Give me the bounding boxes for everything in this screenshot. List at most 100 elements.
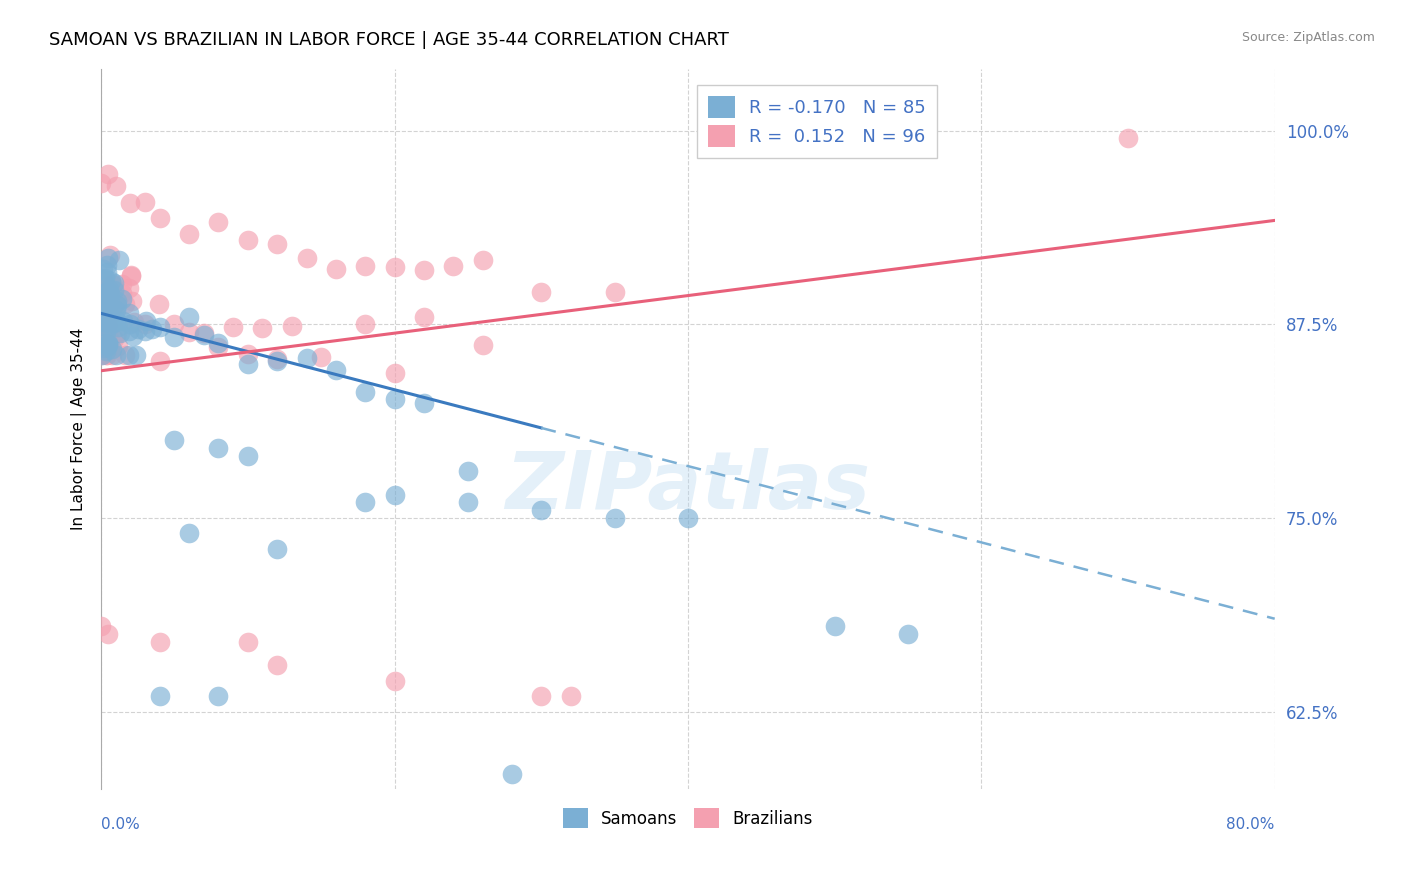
Samoans	[98, 301, 121, 315]
Brazilians	[1116, 131, 1139, 145]
Samoans	[193, 328, 215, 343]
Samoans	[121, 328, 143, 343]
Brazilians	[412, 262, 434, 277]
Brazilians	[149, 211, 172, 226]
Samoans	[97, 335, 120, 350]
Samoans	[236, 357, 259, 371]
Samoans	[108, 253, 131, 268]
Samoans	[93, 285, 115, 300]
Brazilians	[100, 277, 122, 291]
Brazilians	[266, 352, 288, 367]
Samoans	[98, 318, 121, 332]
Samoans	[295, 351, 318, 365]
Samoans	[90, 312, 112, 326]
Samoans	[118, 348, 141, 362]
Samoans	[97, 337, 120, 351]
Brazilians	[90, 292, 112, 306]
Samoans	[97, 308, 120, 322]
Brazilians	[530, 285, 553, 299]
Samoans	[105, 302, 128, 317]
Brazilians	[354, 259, 377, 273]
Samoans	[96, 343, 118, 358]
Samoans	[103, 276, 125, 290]
Samoans	[97, 285, 120, 300]
Brazilians	[295, 252, 318, 266]
Samoans	[97, 252, 120, 266]
Brazilians	[98, 301, 121, 316]
Brazilians	[471, 338, 494, 352]
Samoans	[149, 319, 172, 334]
Brazilians	[96, 348, 118, 362]
Samoans	[93, 315, 115, 329]
Samoans	[141, 322, 163, 336]
Samoans	[125, 348, 148, 362]
Samoans	[412, 396, 434, 410]
Y-axis label: In Labor Force | Age 35-44: In Labor Force | Age 35-44	[72, 327, 87, 530]
Samoans	[149, 690, 172, 704]
Brazilians	[207, 215, 229, 229]
Brazilians	[354, 318, 377, 332]
Samoans	[100, 287, 122, 301]
Brazilians	[90, 297, 112, 311]
Samoans	[98, 287, 121, 301]
Brazilians	[94, 286, 117, 301]
Brazilians	[105, 326, 128, 340]
Samoans	[103, 283, 125, 297]
Brazilians	[120, 268, 142, 282]
Brazilians	[441, 259, 464, 273]
Brazilians	[93, 326, 115, 341]
Brazilians	[96, 283, 118, 297]
Brazilians	[266, 658, 288, 673]
Samoans	[94, 299, 117, 313]
Samoans	[103, 316, 125, 330]
Text: 80.0%: 80.0%	[1226, 817, 1275, 832]
Samoans	[111, 292, 134, 306]
Samoans	[266, 354, 288, 368]
Brazilians	[107, 339, 129, 353]
Samoans	[110, 326, 132, 341]
Brazilians	[384, 260, 406, 275]
Samoans	[96, 326, 118, 340]
Brazilians	[179, 227, 201, 241]
Brazilians	[94, 314, 117, 328]
Samoans	[266, 541, 288, 556]
Samoans	[179, 310, 201, 325]
Brazilians	[149, 635, 172, 649]
Samoans	[824, 619, 846, 633]
Samoans	[207, 690, 229, 704]
Brazilians	[111, 277, 134, 291]
Samoans	[107, 320, 129, 334]
Brazilians	[97, 318, 120, 332]
Brazilians	[90, 348, 112, 362]
Samoans	[135, 314, 157, 328]
Samoans	[94, 336, 117, 351]
Brazilians	[266, 236, 288, 251]
Samoans	[134, 325, 156, 339]
Samoans	[96, 265, 118, 279]
Samoans	[530, 503, 553, 517]
Brazilians	[97, 285, 120, 300]
Samoans	[91, 348, 114, 362]
Samoans	[120, 317, 142, 331]
Brazilians	[603, 285, 626, 300]
Brazilians	[90, 310, 112, 324]
Brazilians	[98, 248, 121, 262]
Brazilians	[97, 627, 120, 641]
Brazilians	[94, 304, 117, 318]
Samoans	[354, 495, 377, 509]
Brazilians	[193, 326, 215, 340]
Samoans	[97, 315, 120, 329]
Brazilians	[325, 261, 347, 276]
Samoans	[91, 299, 114, 313]
Brazilians	[96, 320, 118, 334]
Samoans	[91, 262, 114, 277]
Brazilians	[114, 348, 136, 362]
Samoans	[105, 294, 128, 309]
Samoans	[384, 488, 406, 502]
Brazilians	[530, 690, 553, 704]
Brazilians	[118, 281, 141, 295]
Brazilians	[120, 268, 142, 283]
Samoans	[676, 511, 699, 525]
Samoans	[127, 322, 149, 336]
Brazilians	[121, 293, 143, 308]
